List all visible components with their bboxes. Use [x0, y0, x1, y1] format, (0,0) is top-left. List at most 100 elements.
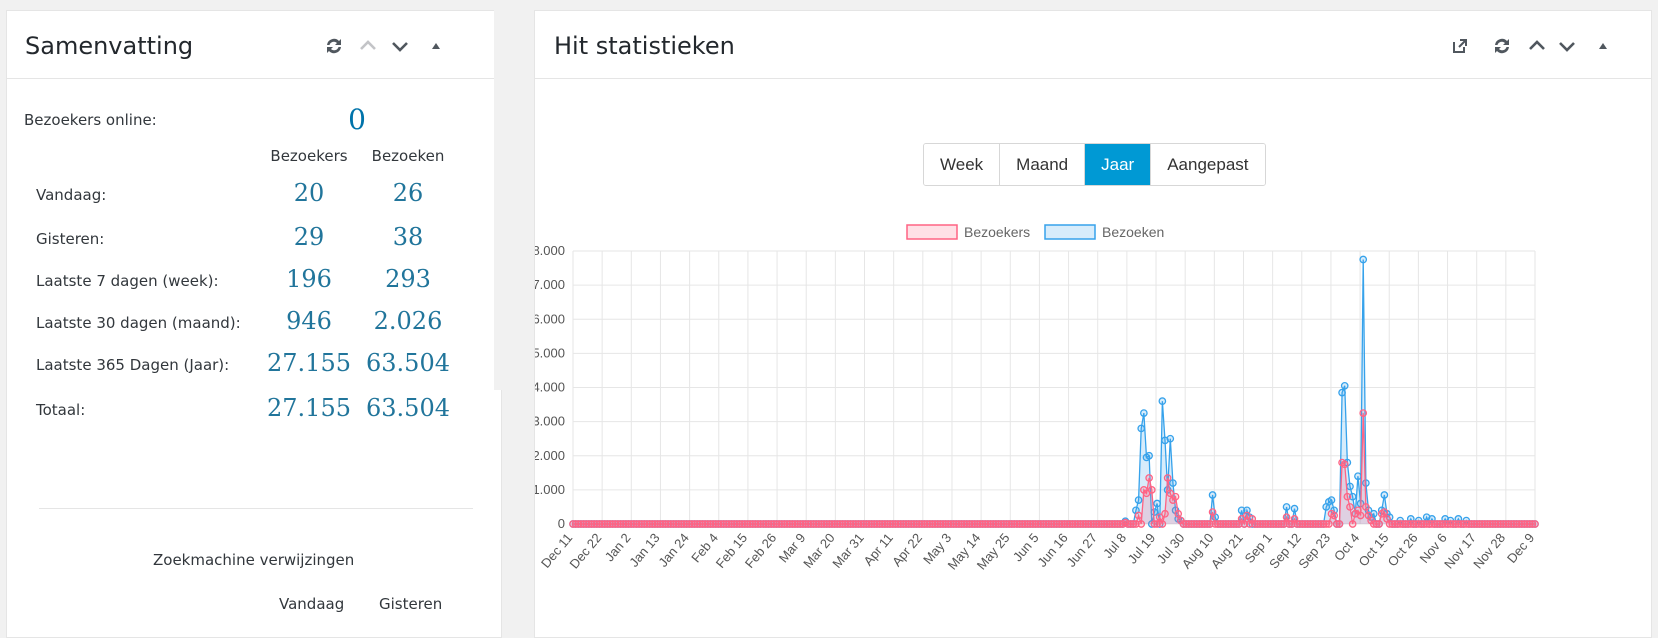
x-tick-label: Aug 21: [1208, 530, 1246, 571]
data-point: [1243, 511, 1251, 520]
range-year[interactable]: Jaar: [1085, 144, 1152, 185]
x-tick-label: Jul 19: [1125, 530, 1159, 566]
series-line: [573, 413, 1535, 527]
x-tick-label: Apr 22: [889, 530, 925, 569]
x-tick-label: Jun 16: [1034, 530, 1071, 570]
data-point: [1142, 489, 1151, 498]
summary-title: Samenvatting: [25, 32, 194, 60]
chevron-down-icon[interactable]: [1554, 33, 1580, 59]
data-point: [1359, 255, 1368, 264]
row-label: Gisteren:: [36, 230, 105, 248]
y-tick-label: 5.000: [535, 345, 565, 360]
data-point: [1240, 520, 1249, 528]
data-point: [1147, 486, 1156, 494]
series-area: [573, 413, 1535, 524]
data-point: [1380, 508, 1389, 516]
search-engines-title: Zoekmachine verwijzingen: [153, 551, 355, 569]
x-tick-label: Jan 13: [626, 530, 663, 570]
data-point: [1346, 482, 1354, 491]
refresh-icon[interactable]: [321, 33, 347, 59]
range-custom[interactable]: Aangepast: [1151, 144, 1265, 185]
data-point: [1158, 520, 1167, 528]
data-point: [1340, 460, 1349, 469]
data-point: [1145, 451, 1153, 460]
external-link-icon[interactable]: [1447, 33, 1473, 59]
data-point: [1206, 520, 1214, 528]
data-point: [1354, 472, 1362, 481]
series-line: [573, 259, 1535, 526]
hits-chart: 0 1.000 2.000 3.000 4.000 5.000 6.000 7.000 8.00…: [535, 224, 1539, 573]
data-point: [1137, 520, 1146, 528]
row-label: Laatste 365 Dagen (Jaar):: [36, 356, 230, 374]
chevron-up-icon[interactable]: [355, 33, 381, 59]
data-point: [1134, 511, 1143, 520]
y-tick-label: 7.000: [535, 277, 565, 292]
data-point: [1362, 503, 1370, 511]
search-col-today: Vandaag: [279, 595, 345, 613]
col-visits: Bezoeken: [371, 147, 445, 165]
chevron-down-icon[interactable]: [387, 33, 413, 59]
data-point: [1348, 520, 1357, 528]
row-label: Laatste 7 dagen (week):: [36, 272, 219, 290]
online-value: 0: [348, 103, 366, 136]
triangle-up-icon[interactable]: [423, 33, 449, 59]
refresh-icon[interactable]: [1489, 33, 1515, 59]
y-tick-label: 1.000: [535, 482, 565, 497]
x-tick-label: Oct 15: [1355, 530, 1391, 569]
data-point: [1169, 479, 1177, 487]
x-tick-label: Dec 22: [566, 530, 604, 571]
data-point: [1153, 499, 1161, 508]
data-point: [1163, 474, 1172, 482]
summary-header: Samenvatting: [7, 11, 501, 79]
x-tick-label: Jan 24: [655, 530, 692, 570]
online-label: Bezoekers online:: [24, 111, 157, 129]
hits-header: Hit statistieken: [535, 11, 1651, 79]
row-visits: 63.504: [366, 394, 450, 422]
x-tick-label: Feb 26: [742, 530, 780, 571]
row-label: Totaal:: [36, 401, 86, 419]
row-visitors: 27.155: [267, 349, 351, 377]
row-visitors: 946: [286, 307, 332, 335]
data-point: [1380, 491, 1389, 499]
y-tick-label: 2.000: [535, 448, 565, 463]
hits-panel: Hit statistieken Week Maand Jaar Aangepa…: [534, 10, 1652, 638]
x-tick-label: Apr 11: [860, 530, 895, 568]
row-visitors: 196: [286, 265, 332, 293]
x-tick-label: Nov 28: [1470, 530, 1508, 571]
triangle-up-icon[interactable]: [1590, 33, 1616, 59]
x-tick-label: Dec 9: [1504, 530, 1537, 566]
search-col-yesterday: Gisteren: [379, 595, 443, 613]
data-point: [1340, 381, 1349, 390]
x-tick-label: Mar 31: [829, 530, 867, 571]
legend-label: Bezoeken: [1102, 224, 1164, 240]
row-visits: 63.504: [366, 349, 450, 377]
data-point: [1325, 520, 1333, 528]
data-point: [1155, 513, 1164, 522]
x-tick-label: Sep 23: [1295, 530, 1333, 571]
data-point: [1161, 509, 1169, 518]
range-month[interactable]: Maand: [1000, 144, 1086, 185]
data-point: [1171, 492, 1180, 501]
data-point: [1531, 520, 1539, 528]
data-point: [1166, 489, 1175, 498]
data-point: [1348, 492, 1357, 501]
y-tick-label: 8.000: [535, 243, 565, 258]
data-point: [1166, 434, 1175, 443]
range-week[interactable]: Week: [924, 144, 1001, 185]
divider: [39, 508, 473, 509]
data-point: [1140, 409, 1148, 417]
x-tick-label: Jun 27: [1063, 530, 1100, 570]
y-tick-label: 4.000: [535, 380, 565, 395]
chevron-up-icon[interactable]: [1524, 33, 1550, 59]
panel-gap: [494, 10, 528, 390]
data-point: [1335, 520, 1344, 528]
data-point: [1208, 508, 1217, 516]
row-label: Laatste 30 dagen (maand):: [36, 314, 241, 332]
y-tick-label: 0: [558, 516, 565, 531]
data-point: [1158, 397, 1167, 405]
row-label: Vandaag:: [36, 186, 107, 204]
data-point: [1134, 496, 1143, 504]
data-point: [1280, 520, 1288, 528]
data-point: [1237, 506, 1246, 515]
data-point: [1137, 424, 1146, 433]
